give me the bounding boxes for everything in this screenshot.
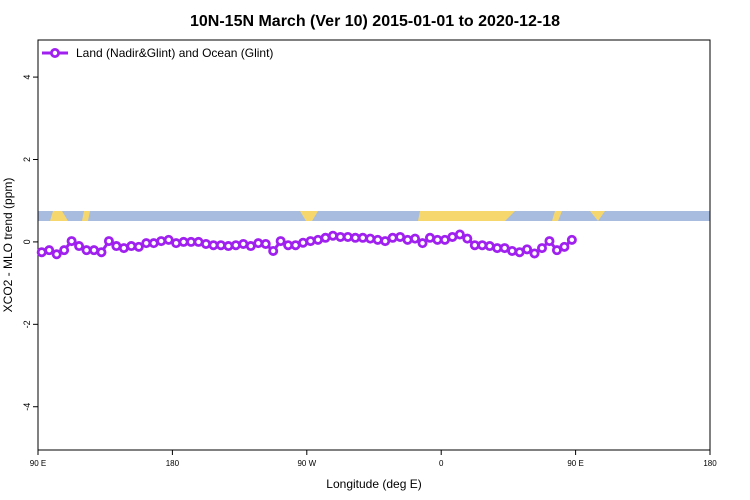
- data-point: [156, 236, 167, 247]
- data-point: [477, 240, 488, 251]
- data-point: [171, 238, 182, 249]
- x-tick-label: 180: [703, 459, 717, 468]
- y-tick-label: -4: [22, 403, 32, 411]
- data-point: [66, 236, 77, 247]
- data-point: [417, 238, 428, 249]
- data-point: [454, 229, 465, 240]
- legend-label: Land (Nadir&Glint) and Ocean (Glint): [76, 46, 273, 60]
- data-point: [200, 238, 211, 249]
- data-point: [387, 232, 398, 243]
- y-axis-label: XCO2 - MLO trend (ppm): [1, 178, 15, 313]
- data-point: [74, 241, 85, 252]
- data-point: [402, 234, 413, 245]
- data-point: [380, 236, 391, 247]
- data-point: [163, 234, 174, 245]
- data-point: [275, 236, 286, 247]
- y-tick-label: -2: [22, 320, 32, 328]
- plot-frame: [37, 39, 711, 451]
- data-point: [223, 241, 234, 252]
- data-point: [327, 230, 338, 241]
- data-point: [268, 245, 279, 256]
- data-point: [410, 233, 421, 244]
- data-point: [537, 243, 548, 254]
- y-tick-label: 4: [22, 75, 32, 80]
- x-tick-label: 90 W: [297, 459, 316, 468]
- data-point: [133, 241, 144, 252]
- data-point: [230, 240, 241, 251]
- data-point: [507, 245, 518, 256]
- x-axis-label: Longitude (deg E): [326, 477, 421, 491]
- data-point: [51, 249, 62, 260]
- data-point: [544, 236, 555, 247]
- legend-marker: [50, 48, 61, 59]
- data-point: [365, 233, 376, 244]
- data-point: [260, 238, 271, 249]
- data-point: [566, 234, 577, 245]
- data-point: [96, 247, 107, 258]
- data-point: [103, 236, 114, 247]
- map-band: [38, 211, 710, 221]
- data-point: [372, 234, 383, 245]
- data-point: [559, 241, 570, 252]
- data-point: [357, 232, 368, 243]
- data-point: [298, 237, 309, 248]
- x-tick-label: 180: [166, 459, 180, 468]
- y-tick-label: 0: [22, 239, 32, 244]
- chart-title: 10N-15N March (Ver 10) 2015-01-01 to 202…: [190, 13, 560, 30]
- x-tick-label: 0: [439, 459, 444, 468]
- data-point: [522, 244, 533, 255]
- data-point: [462, 233, 473, 244]
- data-point: [551, 245, 562, 256]
- data-point: [126, 241, 137, 252]
- data-point: [59, 245, 70, 256]
- data-point: [529, 248, 540, 259]
- data-point: [44, 245, 55, 256]
- data-point: [342, 231, 353, 242]
- y-tick-label: 2: [22, 157, 32, 162]
- data-point: [305, 236, 316, 247]
- data-point: [253, 238, 264, 249]
- x-tick-label: 90 E: [30, 459, 46, 468]
- data-point: [215, 240, 226, 251]
- x-tick-label: 90 E: [567, 459, 583, 468]
